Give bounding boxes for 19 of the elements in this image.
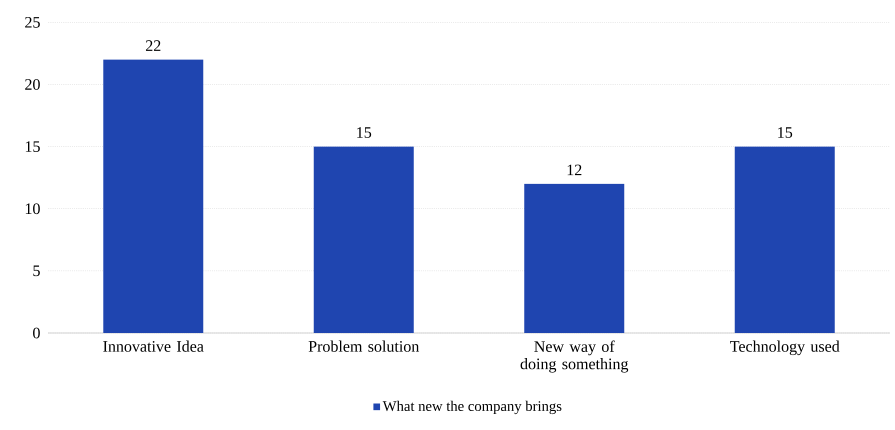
y-tick-label: 25 bbox=[25, 16, 40, 28]
y-tick-label: 10 bbox=[26, 203, 40, 214]
bar bbox=[103, 60, 204, 333]
y-tick-label: 20 bbox=[25, 79, 40, 90]
data-label: 12 bbox=[568, 164, 582, 176]
data-label: 22 bbox=[146, 40, 160, 51]
bar bbox=[524, 184, 624, 333]
y-tick-label: 15 bbox=[26, 141, 40, 152]
x-tick-label: Innovative Idea bbox=[103, 340, 204, 352]
y-tick-label: 0 bbox=[33, 328, 40, 338]
x-tick-label: Technology used bbox=[730, 340, 840, 356]
data-label: 15 bbox=[778, 127, 792, 138]
y-tick-label: 5 bbox=[33, 266, 40, 276]
bar bbox=[734, 146, 835, 333]
x-tick-label: Problem solution bbox=[308, 340, 420, 352]
bar bbox=[314, 146, 414, 333]
x-tick-label: New way of doing something bbox=[520, 340, 628, 373]
data-label: 15 bbox=[357, 127, 372, 138]
legend-label: What new the company brings bbox=[382, 400, 562, 414]
